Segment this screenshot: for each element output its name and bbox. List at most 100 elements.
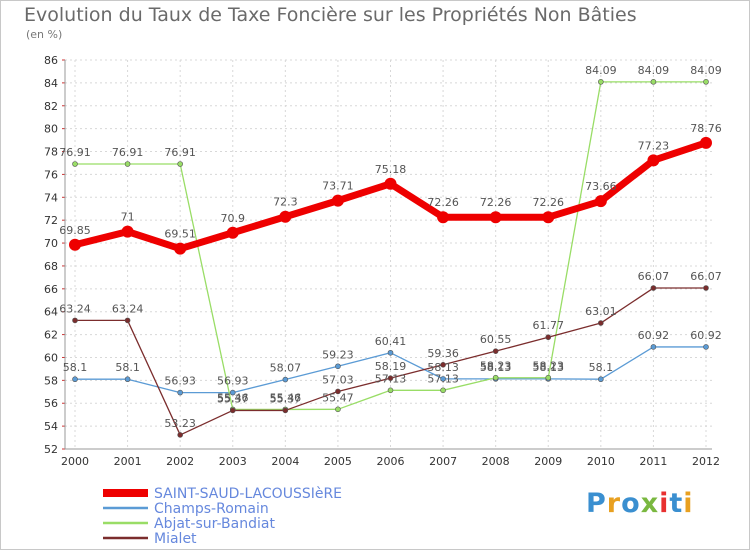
x-tick-label: 2003 [219, 455, 247, 468]
data-point [69, 238, 81, 251]
data-label: 72.26 [427, 196, 459, 209]
data-label: 72.26 [533, 196, 565, 209]
data-label: 84.09 [690, 64, 722, 77]
grid-lines [65, 59, 712, 450]
data-point [647, 154, 660, 167]
data-point [387, 387, 394, 394]
data-label: 58.23 [533, 360, 565, 373]
data-label: 69.51 [164, 228, 196, 241]
data-point [177, 389, 183, 396]
data-label: 70.9 [221, 212, 246, 225]
data-label: 58.1 [63, 361, 88, 374]
data-label: 57.13 [427, 372, 459, 385]
data-point [492, 374, 499, 381]
data-label: 63.01 [585, 305, 617, 318]
data-point [440, 376, 446, 382]
data-point [229, 407, 236, 414]
data-point [700, 136, 712, 149]
x-tick-label: 2011 [639, 455, 667, 468]
data-point [335, 363, 341, 370]
y-tick-label: 82 [44, 100, 58, 113]
y-unit-label: (en %) [26, 28, 63, 41]
data-label: 73.66 [585, 180, 617, 193]
y-tick-label: 76 [44, 168, 58, 181]
data-point [121, 225, 134, 238]
data-point [387, 349, 394, 356]
y-tick-label: 86 [44, 54, 58, 67]
x-tick-label: 2002 [166, 455, 194, 468]
data-point [703, 344, 709, 350]
logo-letter: t [669, 488, 684, 519]
data-label: 76.91 [59, 146, 91, 159]
data-point [124, 376, 131, 383]
logo-letter: r [606, 488, 622, 519]
data-label: 71 [121, 211, 135, 224]
data-label: 76.91 [164, 146, 196, 159]
data-point [598, 376, 604, 383]
x-tick-label: 2000 [61, 455, 89, 468]
data-label: 56.93 [164, 375, 196, 388]
data-point [598, 79, 604, 85]
data-label: 55.37 [270, 392, 302, 405]
data-label: 58.1 [589, 361, 614, 374]
data-point [279, 210, 292, 223]
data-label: 58.07 [270, 362, 302, 375]
data-label: 72.26 [480, 196, 512, 209]
data-point [229, 389, 236, 396]
legend-entry: Abjat-sur-Bandiat [154, 516, 275, 532]
data-label: 57.13 [375, 372, 407, 385]
series-layer [69, 79, 712, 438]
data-label: 63.24 [112, 302, 144, 315]
data-point [650, 79, 657, 85]
y-tick-label: 78 [44, 146, 58, 159]
y-tick-label: 70 [44, 237, 58, 250]
data-point [492, 348, 499, 354]
data-label: 78.76 [690, 122, 722, 135]
data-label: 76.91 [112, 146, 144, 159]
data-label: 55.47 [322, 391, 354, 404]
y-tick-label: 72 [44, 214, 58, 227]
data-label: 60.55 [480, 333, 512, 346]
y-tick-label: 80 [44, 123, 58, 136]
data-point [594, 195, 607, 208]
data-label: 58.19 [375, 360, 407, 373]
data-label: 84.09 [585, 64, 617, 77]
data-label: 60.92 [690, 329, 722, 342]
logo-letter: o [621, 488, 641, 519]
data-label: 63.24 [59, 302, 91, 315]
data-point [331, 194, 344, 207]
data-label: 59.36 [427, 347, 459, 360]
data-point [387, 375, 394, 381]
plot-area [65, 60, 712, 449]
data-label: 53.23 [164, 417, 196, 430]
x-tick-label: 2004 [271, 455, 299, 468]
data-point [440, 387, 446, 394]
chart-title: Evolution du Taux de Taxe Foncière sur l… [24, 4, 637, 26]
data-point [440, 361, 446, 368]
data-label: 58.23 [480, 360, 512, 373]
logo-letter: i [659, 488, 670, 519]
data-label: 84.09 [638, 64, 670, 77]
data-label: 66.07 [690, 270, 722, 283]
data-point [545, 334, 552, 341]
y-tick-label: 60 [44, 351, 58, 364]
data-label: 66.07 [638, 270, 670, 283]
data-label: 55.37 [217, 392, 249, 405]
y-tick-label: 68 [44, 260, 58, 273]
data-point [650, 344, 657, 350]
x-tick-label: 2007 [429, 455, 457, 468]
logo-letter: x [640, 488, 660, 519]
data-label: 59.23 [322, 348, 354, 361]
data-point [72, 376, 78, 383]
y-tick-label: 54 [44, 420, 58, 433]
data-point [177, 161, 183, 167]
data-label: 58.13 [533, 361, 565, 374]
y-tick-label: 56 [44, 397, 58, 410]
data-point [124, 317, 131, 324]
data-point [542, 211, 555, 224]
x-tick-label: 2006 [377, 455, 405, 468]
data-point [650, 285, 657, 291]
y-tick-label: 74 [44, 191, 58, 204]
